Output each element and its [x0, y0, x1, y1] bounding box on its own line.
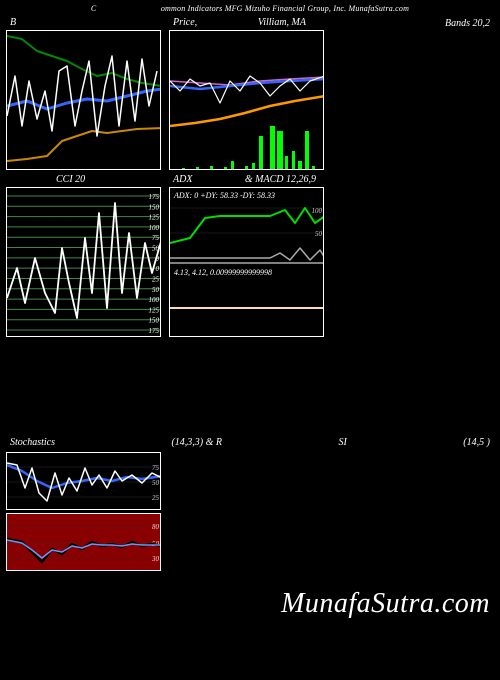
stoch-label-right: (14,5 ) [463, 437, 490, 448]
svg-text:125: 125 [149, 214, 160, 222]
cci-svg: 1751501251007550902550100125150175 [7, 188, 161, 337]
panel-price-ma: Price, Villiam, MA [169, 17, 326, 170]
svg-text:50: 50 [152, 479, 160, 487]
cci-chart: 1751501251007550902550100125150175 [6, 187, 161, 337]
price-ma-svg [170, 31, 324, 170]
svg-text:4.13, 4.12, 0.00999999999998: 4.13, 4.12, 0.00999999999998 [174, 268, 272, 277]
row-2: CCI 20 175150125100755090255010012515017… [0, 174, 500, 337]
stoch-chart: 75 50 25 [6, 452, 161, 510]
svg-text:150: 150 [149, 317, 160, 325]
row-3: 75 50 25 805030 [0, 452, 500, 571]
row-1: B Price, Villiam, MA [0, 17, 500, 170]
svg-text:100: 100 [149, 224, 160, 232]
adx-macd-chart: ADX: 0 +DY: 58.33 -DY: 58.33 100 50 4.13, 4… [169, 187, 324, 337]
bollinger-svg [7, 31, 161, 170]
svg-text:75: 75 [152, 464, 160, 472]
bollinger-title: B [6, 17, 16, 28]
header-left: C [91, 4, 97, 13]
svg-text:50: 50 [315, 230, 323, 238]
svg-text:80: 80 [152, 523, 160, 531]
svg-text:25: 25 [152, 275, 160, 283]
adx-title-right: & MACD 12,26,9 [245, 174, 326, 185]
stoch-label-mid: (14,3,3) & R [171, 437, 222, 448]
price-ma-title-left: Price, [169, 17, 197, 28]
panel-adx-macd: ADX & MACD 12,26,9 ADX: 0 +DY: 58.33 -DY… [169, 174, 326, 337]
panel-cci: CCI 20 175150125100755090255010012515017… [6, 174, 163, 337]
stoch-label-mid2: SI [338, 437, 346, 448]
svg-text:ADX: 0 +DY: 58.33 -DY: 58.33: ADX: 0 +DY: 58.33 -DY: 58.33 [173, 191, 275, 200]
stoch-svg: 75 50 25 [7, 453, 161, 510]
watermark: MunafaSutra.com [281, 588, 490, 620]
adx-macd-svg: ADX: 0 +DY: 58.33 -DY: 58.33 100 50 4.13, 4… [170, 188, 324, 337]
stoch-title-row: Stochastics (14,3,3) & R SI (14,5 ) [0, 437, 500, 448]
page-header: C ommon Indicators MFG Mizuho Financial … [0, 0, 500, 17]
svg-text:50: 50 [152, 286, 160, 294]
panel-bollinger: B [6, 17, 163, 170]
svg-text:100: 100 [312, 207, 323, 215]
header-main: ommon Indicators MFG Mizuho Financial Gr… [161, 4, 409, 13]
svg-text:125: 125 [149, 306, 160, 314]
svg-text:0: 0 [156, 265, 160, 273]
adx-title-left: ADX [169, 174, 192, 185]
rsi-chart: 805030 [6, 513, 161, 571]
price-ma-chart [169, 30, 324, 170]
svg-text:100: 100 [149, 296, 160, 304]
svg-text:175: 175 [149, 327, 160, 335]
bollinger-chart [6, 30, 161, 170]
price-ma-title-right: Villiam, MA [258, 17, 326, 28]
cci-title: CCI 20 [6, 174, 85, 185]
stoch-label-left: Stochastics [10, 437, 55, 448]
svg-text:175: 175 [149, 193, 160, 201]
svg-text:150: 150 [149, 203, 160, 211]
svg-text:75: 75 [152, 234, 160, 242]
rsi-svg: 805030 [7, 514, 161, 571]
svg-text:30: 30 [151, 555, 160, 563]
bands-label: Bands 20,2 [445, 18, 490, 29]
svg-text:25: 25 [152, 494, 160, 502]
